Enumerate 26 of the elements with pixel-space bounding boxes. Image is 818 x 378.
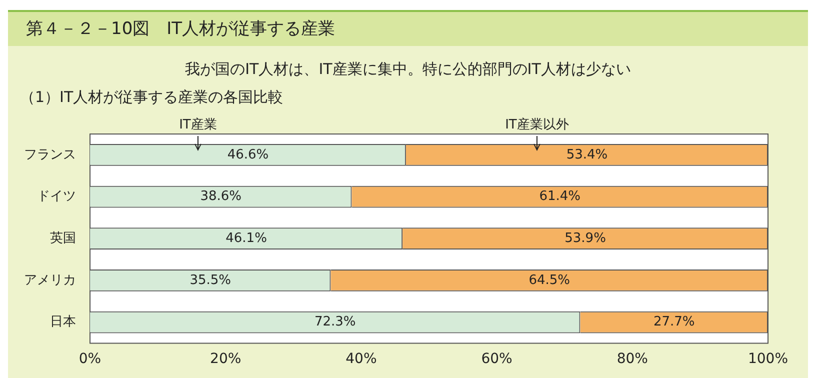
data-label: 35.5% xyxy=(190,272,231,288)
x-tick-label: 60% xyxy=(481,351,512,368)
series-label: IT産業 xyxy=(179,116,217,132)
y-tick-label: フランス xyxy=(24,147,76,162)
x-tick-label: 80% xyxy=(616,351,648,368)
data-label: 61.4% xyxy=(539,189,581,204)
y-tick-label: アメリカ xyxy=(24,272,76,288)
data-label: 27.7% xyxy=(653,314,695,330)
x-tick-label: 20% xyxy=(210,351,242,368)
chart-title: 第４－２－10図 IT人材が従事する産業 xyxy=(8,12,808,46)
series-label: IT産業以外 xyxy=(505,116,569,132)
x-tick-label: 100% xyxy=(748,351,788,368)
data-label: 72.3% xyxy=(314,314,356,330)
y-tick-label: 英国 xyxy=(50,230,76,246)
x-tick-label: 40% xyxy=(346,351,377,368)
data-label: 53.4% xyxy=(566,147,608,162)
data-label: 46.6% xyxy=(227,147,269,162)
data-label: 38.6% xyxy=(200,189,242,204)
chart-subtitle: 我が国のIT人材は、IT産業に集中。特に公的部門のIT人材は少ない xyxy=(184,60,632,79)
data-label: 53.9% xyxy=(564,230,606,246)
data-label: 64.5% xyxy=(528,272,570,288)
text: （1）IT人材が従事する産業の各国比較 xyxy=(20,88,284,107)
x-tick-label: 0% xyxy=(78,351,102,368)
y-tick-label: ドイツ xyxy=(37,189,76,204)
data-label: 46.1% xyxy=(226,230,267,246)
y-tick-label: 日本 xyxy=(50,314,76,330)
